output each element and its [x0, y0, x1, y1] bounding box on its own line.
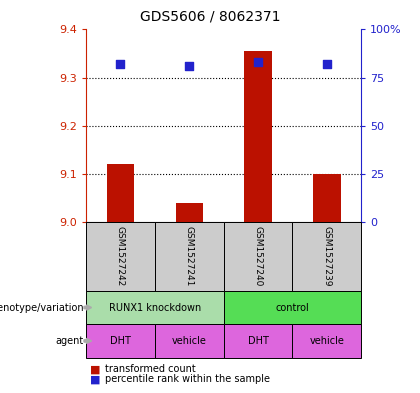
Point: [186, 63, 193, 69]
Point: [323, 61, 330, 67]
Text: percentile rank within the sample: percentile rank within the sample: [105, 374, 270, 384]
Text: ■: ■: [90, 364, 101, 375]
Point: [255, 59, 261, 65]
Text: DHT: DHT: [248, 336, 268, 346]
Text: transformed count: transformed count: [105, 364, 196, 375]
Text: GSM1527239: GSM1527239: [322, 226, 331, 286]
Text: agent: agent: [56, 336, 84, 346]
Point: [117, 61, 124, 67]
Text: control: control: [276, 303, 309, 312]
Text: GDS5606 / 8062371: GDS5606 / 8062371: [140, 10, 280, 24]
Bar: [313, 174, 341, 222]
Text: DHT: DHT: [110, 336, 131, 346]
Text: GSM1527241: GSM1527241: [185, 226, 194, 286]
Text: vehicle: vehicle: [172, 336, 207, 346]
Bar: [244, 51, 272, 222]
Bar: [107, 164, 134, 222]
Text: vehicle: vehicle: [310, 336, 344, 346]
Bar: [176, 203, 203, 222]
Text: RUNX1 knockdown: RUNX1 knockdown: [109, 303, 201, 312]
Text: GSM1527240: GSM1527240: [254, 226, 262, 286]
Text: GSM1527242: GSM1527242: [116, 226, 125, 286]
Text: ■: ■: [90, 374, 101, 384]
Text: genotype/variation: genotype/variation: [0, 303, 84, 312]
